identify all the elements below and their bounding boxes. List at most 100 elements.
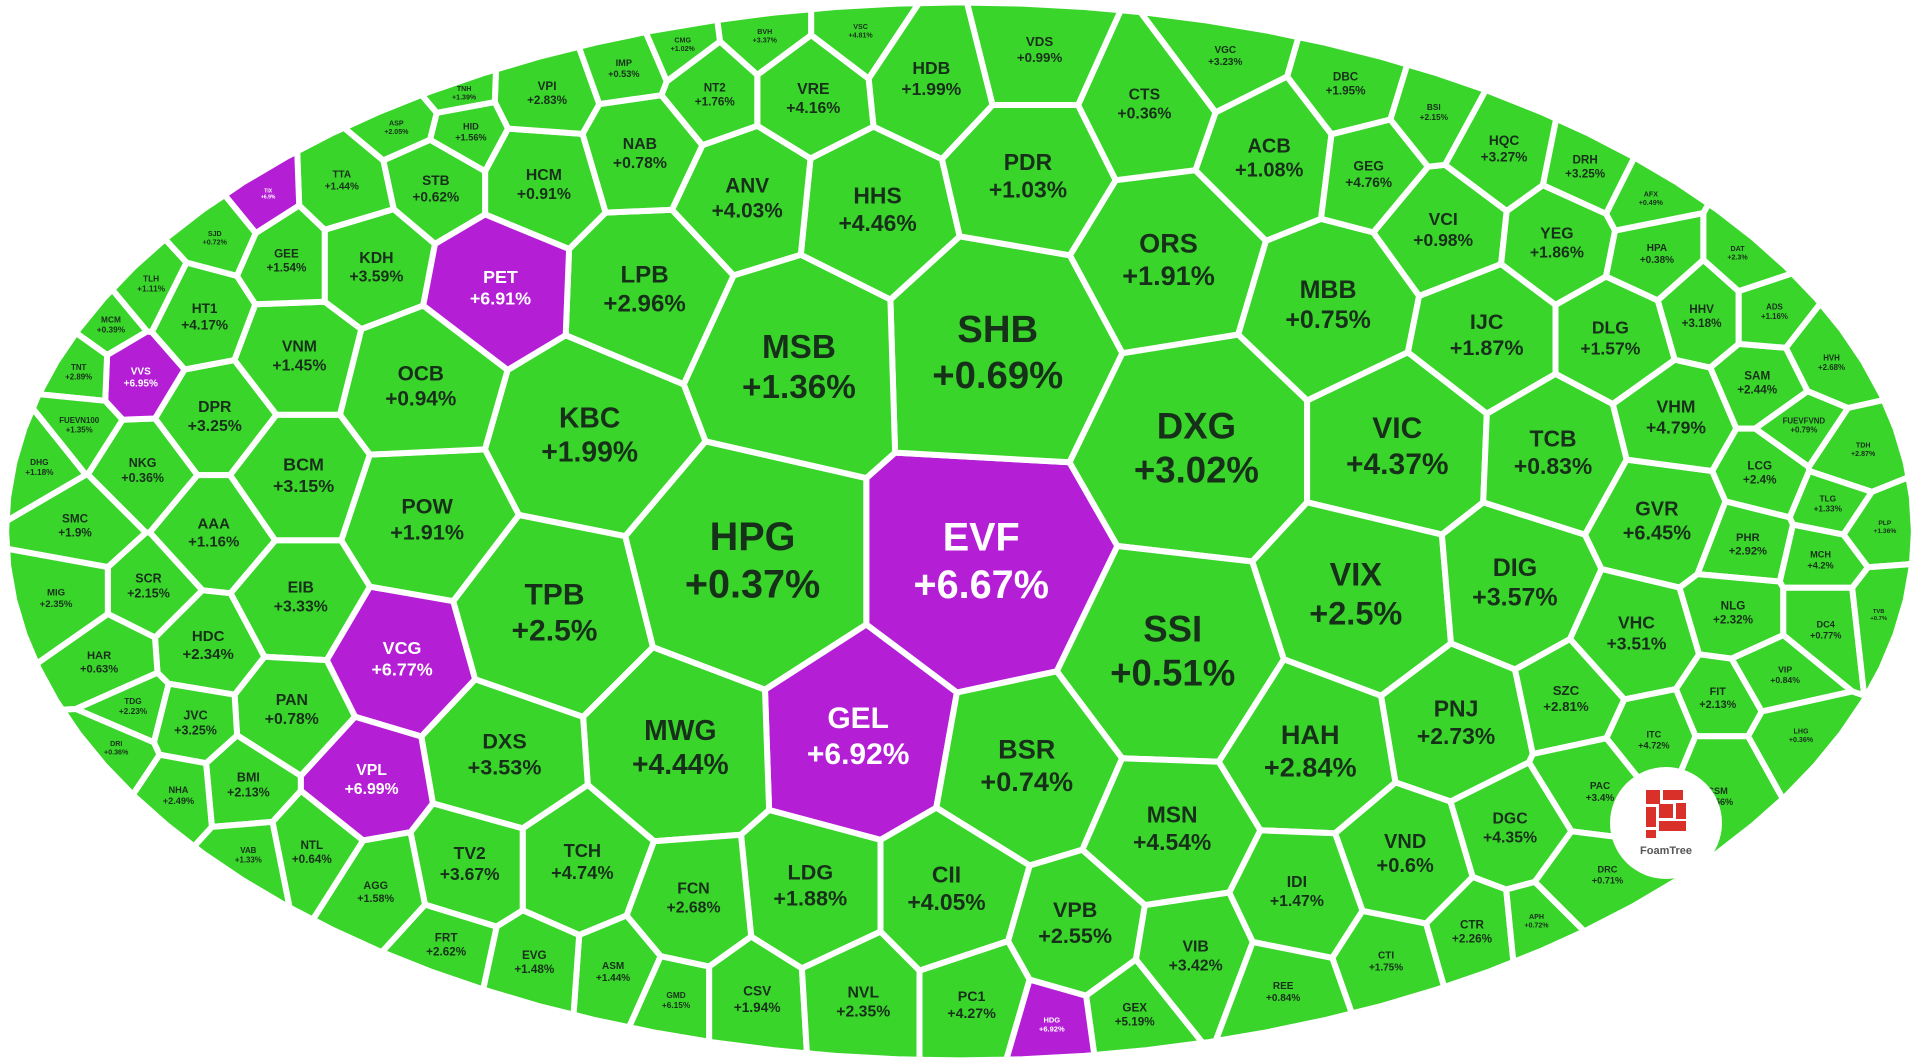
cell-change: +4.46% [838,210,916,236]
cell-change: +0.36% [104,748,129,756]
cell-ticker: AFX [1644,191,1658,199]
cell-change: +4.72% [1638,740,1669,750]
cell-ticker: NKG [129,456,157,470]
cell-ticker: DPR [198,399,232,416]
cell-ticker: VIP [1778,665,1792,675]
cell-ticker: VND [1384,831,1426,853]
cell-ticker: KDH [359,250,393,267]
cell-ticker: CTR [1460,919,1485,932]
cell-change: +0.51% [1110,652,1235,693]
cell-ticker: FCN [677,881,709,898]
cell-change: +6.67% [914,563,1049,607]
cell-ticker: BMI [237,770,260,784]
cell-change: +2.15% [127,587,170,601]
cell-change: +4.35% [1483,829,1537,846]
cell-change: +2.73% [1417,723,1495,749]
cell-ticker: CTI [1378,950,1394,961]
cell-ticker: TNT [71,363,87,372]
cell-ticker: PAN [276,692,308,709]
cell-ticker: PLP [1878,520,1892,527]
cell-change: +3.18% [1682,317,1723,330]
cell-change: +1.44% [325,181,359,192]
cell-change: +1.91% [1122,260,1215,291]
cell-ticker: PAC [1590,781,1610,792]
cell [1752,388,1851,470]
cell-ticker: GVR [1635,499,1679,521]
cell-ticker: GEL [827,702,889,735]
cell-change: +2.55% [1038,923,1112,948]
cell-change: +1.18% [25,467,54,477]
cell-change: +2.89% [65,372,92,381]
cell-ticker: VVS [131,366,151,377]
cell-change: +3.37% [753,36,778,44]
cell [798,928,923,1063]
cell [1849,561,1915,700]
cell-ticker: MSB [762,329,836,366]
cell-ticker: VCI [1429,209,1458,229]
cell-change: +3.02% [1134,449,1259,490]
cell-change: +4.81% [848,32,873,40]
cell-ticker: CII [932,862,961,888]
cell-change: +1.36% [1873,528,1896,535]
cell-ticker: SCR [135,572,161,586]
cell [808,0,922,82]
cell-change: +4.74% [551,862,614,883]
cell [642,17,723,85]
cell [59,706,163,798]
cell-ticker: HHV [1689,303,1714,316]
cell-ticker: STB [422,173,449,188]
cell-ticker: DRC [1598,864,1618,874]
cell-change: +3.4% [1586,793,1615,804]
logo-block [1646,790,1660,804]
cell-change: +1.36% [742,369,856,406]
cell-change: +2.83% [527,94,568,107]
cell-ticker: OCB [398,363,444,386]
cell-ticker: HAR [87,650,111,662]
cell-change: +2.62% [426,945,467,958]
cell-change: +2.84% [1264,751,1357,782]
cell-ticker: AAA [197,515,230,532]
cell-ticker: ORS [1139,228,1198,259]
cell-change: +2.68% [1818,363,1845,372]
cell-change: +3.42% [1169,958,1223,975]
cell-change: +1.57% [1580,339,1640,359]
cell-ticker: HDB [912,58,950,78]
cell-change: +2.5% [512,614,598,647]
cell-change: +2.3% [1727,253,1748,261]
cell [1137,9,1302,116]
cell-ticker: VAB [240,846,256,855]
cell-change: +1.11% [137,283,166,293]
cell-ticker: SJD [208,230,222,238]
cell-change: +6.9% [261,194,276,200]
cell-change: +3.25% [188,418,242,435]
cell-ticker: ASP [389,120,404,128]
cell-change: +3.51% [1607,634,1667,654]
cell-change: +1.02% [671,45,696,53]
cell-change: +1.87% [1450,335,1524,360]
cell-change: +4.54% [1133,829,1211,855]
cell [4,545,111,667]
cell-ticker: MCH [1810,550,1831,560]
logo-block [1646,807,1656,827]
cell-ticker: VIC [1372,412,1422,445]
cell-change: +4.16% [786,100,840,117]
cell-ticker: HHS [853,183,901,209]
cell-change: +1.58% [357,893,394,905]
cell-ticker: EVG [522,949,547,962]
logo-block [1646,830,1656,838]
cell-ticker: TDH [1856,441,1871,449]
cell-ticker: DGC [1493,810,1528,827]
cell-change: +0.37% [685,562,820,606]
cell-ticker: DXS [482,729,526,754]
cell-change: +2.34% [183,646,234,663]
cell-change: +0.83% [1514,453,1592,479]
cell-change: +1.03% [989,176,1067,202]
cell-change: +1.88% [773,886,847,911]
cell-change: +0.63% [80,663,118,675]
cell-change: +1.86% [1530,245,1584,262]
cell-change: +0.98% [1413,230,1473,250]
cell-change: +1.56% [455,133,486,143]
cell-ticker: VGC [1214,45,1236,56]
